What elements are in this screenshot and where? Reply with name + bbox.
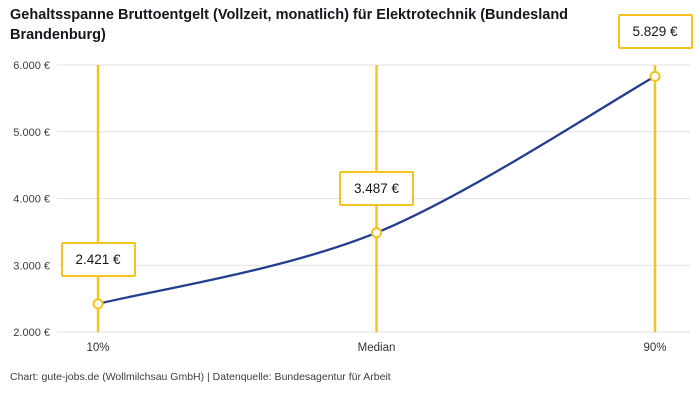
value-label: 2.421 € (60, 241, 136, 277)
y-tick-label: 4.000 € (13, 194, 50, 206)
y-tick-label: 3.000 € (13, 260, 50, 272)
data-point-marker (649, 70, 661, 82)
value-label: 5.829 € (617, 14, 693, 50)
x-axis-label: 10% (86, 342, 109, 354)
y-tick-label: 6.000 € (13, 60, 50, 72)
x-axis-label: 90% (643, 342, 666, 354)
y-tick-label: 2.000 € (13, 327, 50, 339)
x-axis-label: Median (358, 342, 396, 354)
data-point-marker (371, 227, 382, 239)
y-tick-label: 5.000 € (13, 127, 50, 139)
data-point-marker (92, 298, 104, 310)
chart-footer: Chart: gute-jobs.de (Wollmilchsau GmbH) … (10, 371, 391, 383)
value-label: 3.487 € (339, 170, 415, 206)
chart-title: Gehaltsspanne Bruttoentgelt (Vollzeit, m… (10, 7, 569, 44)
